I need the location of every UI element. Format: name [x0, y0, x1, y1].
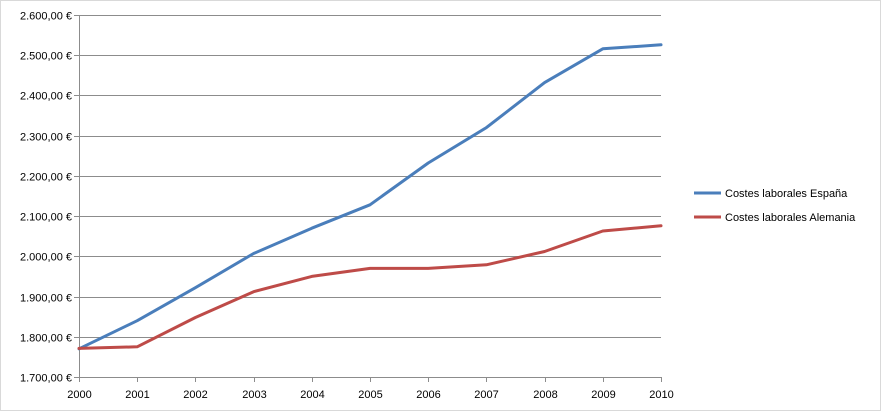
x-axis-tick-label: 2004: [300, 389, 324, 401]
x-axis-tick-label: 2006: [416, 389, 440, 401]
x-axis-tick-label: 2003: [242, 389, 266, 401]
y-axis-tick-label: 2.100,00 €: [20, 212, 72, 224]
x-axis-tick-label: 2010: [649, 389, 673, 401]
series-line-1: [77, 43, 663, 351]
series-lines: [77, 43, 663, 351]
legend: Costes laborales España Costes laborales …: [694, 188, 856, 224]
y-axis-tick-labels: 1.700,00 € 1.800,00 € 1.900,00 € 2.000,00 €…: [20, 11, 72, 385]
x-axis-tick-label: 2001: [125, 389, 149, 401]
y-axis-tick-label: 1.800,00 €: [20, 333, 72, 345]
y-axis-tick-label: 2.400,00 €: [20, 91, 72, 103]
y-axis-tick-label: 1.700,00 €: [20, 373, 72, 385]
x-axis-tick-label: 2002: [183, 389, 207, 401]
y-axis-tick-label: 2.600,00 €: [20, 11, 72, 23]
y-axis-tick-label: 2.200,00 €: [20, 172, 72, 184]
y-axis-tick-label: 2.500,00 €: [20, 51, 72, 63]
y-axis-tick-label: 2.000,00 €: [20, 252, 72, 264]
legend-label-2: Costes laborales Alemania: [725, 212, 856, 224]
x-axis-tick-labels: 2000 2001 2002 2003 2004 2005 2006 2007 2008 2009…: [67, 389, 673, 401]
x-axis-tick-label: 2008: [533, 389, 557, 401]
y-axis-tick-label: 2.300,00 €: [20, 132, 72, 144]
x-axis-tick-label: 2000: [67, 389, 91, 401]
legend-label-1: Costes laborales España: [725, 188, 848, 200]
axes: [74, 15, 662, 382]
y-axis-tick-label: 1.900,00 €: [20, 293, 72, 305]
gridlines: [79, 15, 661, 338]
x-axis-tick-label: 2005: [358, 389, 382, 401]
series-line-2: [77, 224, 663, 350]
x-axis-tick-label: 2007: [474, 389, 498, 401]
x-axis-tick-label: 2009: [591, 389, 615, 401]
